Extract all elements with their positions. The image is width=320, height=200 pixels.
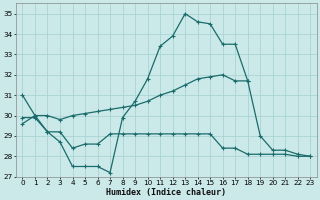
X-axis label: Humidex (Indice chaleur): Humidex (Indice chaleur) bbox=[106, 188, 226, 197]
